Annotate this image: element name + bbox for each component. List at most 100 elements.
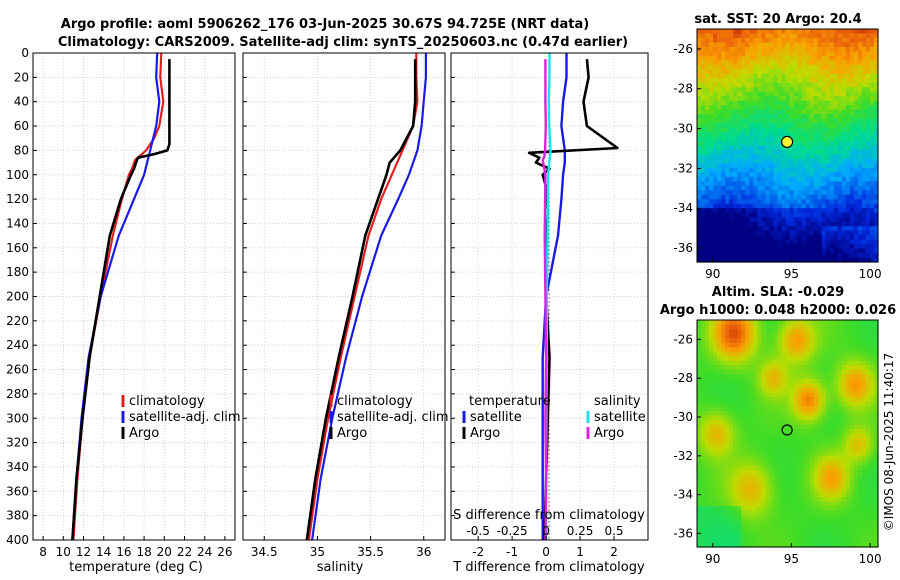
map-cell — [813, 185, 819, 191]
map-cell — [777, 410, 783, 416]
map-cell — [841, 118, 847, 124]
map-cell — [793, 239, 799, 245]
map-cell — [697, 194, 702, 200]
map-cell — [761, 392, 766, 398]
map-cell — [833, 424, 839, 430]
map-cell — [849, 118, 855, 124]
map-cell — [757, 451, 762, 457]
map-cell — [861, 342, 867, 348]
map-cell — [741, 154, 746, 160]
map-cell — [849, 105, 855, 111]
map-cell — [701, 199, 706, 205]
map-cell — [865, 338, 871, 344]
map-cell — [757, 347, 762, 353]
map-cell — [857, 248, 863, 254]
map-cell — [869, 29, 875, 35]
map-cell — [849, 51, 855, 57]
map-cell — [849, 506, 855, 512]
map-cell — [741, 199, 746, 205]
map-cell — [865, 46, 871, 52]
map-cell — [841, 42, 847, 48]
map-cell — [797, 388, 803, 394]
map-cell — [745, 181, 750, 187]
map-cell — [761, 208, 766, 214]
map-cell — [717, 105, 722, 111]
map-cell — [753, 221, 758, 227]
map-cell — [829, 141, 835, 147]
map-cell — [705, 158, 710, 165]
map-cell — [709, 528, 714, 534]
map-cell — [701, 194, 706, 200]
map-cell — [849, 410, 855, 416]
map-cell — [837, 369, 843, 376]
map-cell — [737, 397, 742, 403]
map-cell — [873, 383, 879, 389]
map-cell — [781, 123, 787, 129]
map-cell — [813, 379, 819, 385]
map-cell — [805, 338, 811, 344]
map-cell — [733, 185, 738, 191]
map-cell — [869, 42, 875, 48]
map-cell — [869, 69, 875, 75]
map-cell — [813, 406, 819, 412]
map-cell — [857, 78, 863, 84]
map-cell — [737, 60, 742, 66]
map-cell — [705, 388, 710, 394]
map-cell — [765, 96, 770, 102]
map-cell — [705, 118, 710, 124]
map-cell — [781, 492, 787, 498]
latitude-tick-label: -32 — [673, 449, 693, 463]
map-cell — [793, 360, 799, 366]
map-cell — [861, 537, 867, 544]
map-cell — [737, 114, 742, 120]
map-cell — [745, 374, 750, 380]
map-cell — [705, 194, 710, 200]
map-cell — [753, 415, 758, 421]
map-cell — [857, 185, 863, 191]
map-cell — [789, 469, 795, 475]
map-cell — [701, 46, 706, 52]
map-cell — [757, 167, 762, 173]
map-cell — [797, 96, 803, 102]
map-cell — [733, 253, 738, 259]
map-cell — [857, 132, 863, 138]
map-cell — [729, 433, 734, 439]
map-cell — [853, 176, 859, 182]
map-cell — [849, 87, 855, 93]
map-cell — [821, 483, 827, 489]
map-cell — [713, 145, 718, 151]
map-cell — [837, 501, 843, 507]
depth-tick-label: 180 — [6, 265, 29, 279]
map-cell — [813, 510, 819, 516]
map-cell — [833, 497, 839, 503]
latitude-tick-label: -30 — [673, 410, 693, 424]
map-cell — [785, 226, 791, 232]
map-cell — [845, 203, 851, 209]
map-cell — [801, 78, 807, 84]
map-cell — [797, 55, 803, 61]
map-cell — [741, 533, 746, 539]
map-cell — [725, 244, 730, 250]
map-cell — [837, 199, 843, 205]
map-cell — [837, 483, 843, 489]
map-cell — [717, 230, 722, 236]
map-cell — [873, 172, 879, 178]
map-cell — [785, 351, 791, 357]
map-cell — [757, 181, 762, 187]
map-cell — [757, 360, 762, 366]
map-cell — [729, 533, 734, 539]
map-cell — [845, 506, 851, 512]
map-cell — [753, 114, 758, 120]
map-cell — [701, 55, 706, 61]
map-cell — [793, 69, 799, 75]
map-cell — [745, 29, 750, 35]
map-cell — [837, 118, 843, 124]
map-cell — [753, 465, 758, 471]
map-cell — [713, 149, 718, 156]
map-cell — [725, 506, 730, 512]
map-cell — [757, 424, 762, 430]
map-cell — [789, 456, 795, 462]
map-cell — [805, 397, 811, 403]
map-cell — [857, 365, 863, 371]
map-cell — [841, 379, 847, 385]
